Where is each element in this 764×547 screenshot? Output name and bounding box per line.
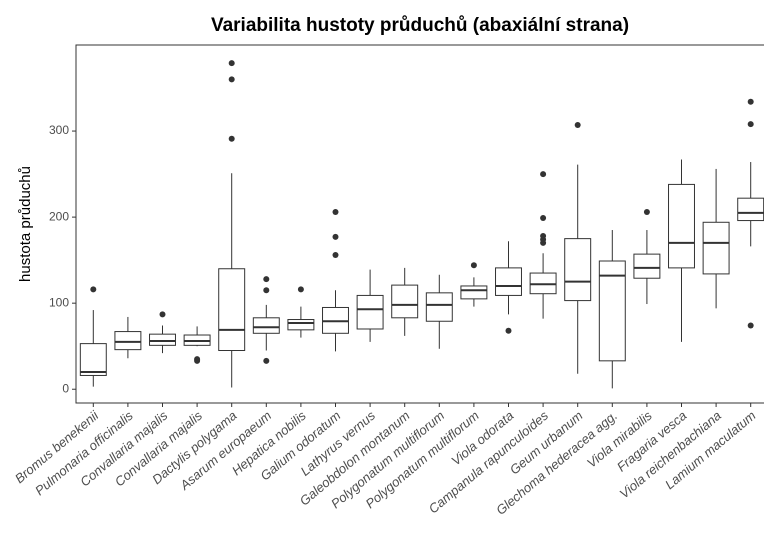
panel-border xyxy=(75,44,764,404)
box xyxy=(495,267,522,296)
box xyxy=(425,292,453,322)
outlier xyxy=(263,276,270,283)
box xyxy=(287,319,315,331)
outlier xyxy=(90,286,97,293)
outlier xyxy=(747,322,754,329)
outlier xyxy=(747,121,754,128)
box xyxy=(149,333,176,346)
outlier xyxy=(332,208,339,215)
box xyxy=(79,343,107,376)
box xyxy=(737,197,764,222)
y-axis-label: hustota průduchů xyxy=(17,166,34,282)
outlier xyxy=(747,98,754,105)
outlier xyxy=(297,286,304,293)
y-tick-label: 200 xyxy=(49,209,69,223)
outlier xyxy=(332,251,339,258)
box xyxy=(668,183,695,269)
outlier xyxy=(470,262,477,269)
box xyxy=(356,294,384,330)
outlier xyxy=(540,233,547,240)
box xyxy=(702,221,730,275)
outlier xyxy=(228,135,235,142)
outlier xyxy=(159,311,166,318)
outlier xyxy=(574,122,581,129)
box xyxy=(114,331,142,351)
outlier xyxy=(194,356,201,363)
outlier xyxy=(263,357,270,364)
outlier xyxy=(540,171,547,178)
outlier xyxy=(643,208,650,215)
box xyxy=(633,253,661,279)
box xyxy=(460,285,488,300)
outlier xyxy=(228,76,235,83)
box xyxy=(391,284,419,319)
y-tick-label: 100 xyxy=(49,295,69,309)
box xyxy=(218,268,246,352)
box xyxy=(598,260,626,362)
box xyxy=(564,238,592,302)
outlier xyxy=(228,60,235,67)
chart-title: Variabilita hustoty průduchů (abaxiální … xyxy=(211,15,629,36)
y-tick-label: 300 xyxy=(49,123,69,137)
outlier xyxy=(263,287,270,294)
y-tick-label: 0 xyxy=(62,381,69,395)
outlier xyxy=(505,327,512,334)
box xyxy=(252,317,280,334)
outlier xyxy=(540,214,547,221)
outlier xyxy=(332,233,339,240)
